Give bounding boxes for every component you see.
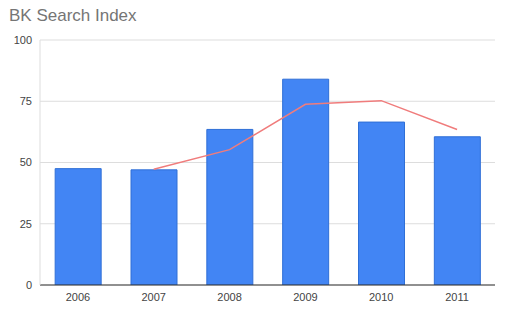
html-text:BK Search Index: BK Search Index xyxy=(9,6,137,25)
svg-text:2011: 2011 xyxy=(445,291,469,303)
svg-text:75: 75 xyxy=(20,95,32,107)
svg-text:2006: 2006 xyxy=(66,291,90,303)
svg-text:100: 100 xyxy=(14,34,32,46)
svg-text:2010: 2010 xyxy=(369,291,393,303)
svg-text:2008: 2008 xyxy=(217,291,241,303)
svg-text:0: 0 xyxy=(26,279,32,291)
svg-text:2007: 2007 xyxy=(142,291,166,303)
svg-text:25: 25 xyxy=(20,218,32,230)
svg-text:50: 50 xyxy=(20,156,32,168)
svg-text:2009: 2009 xyxy=(293,291,317,303)
